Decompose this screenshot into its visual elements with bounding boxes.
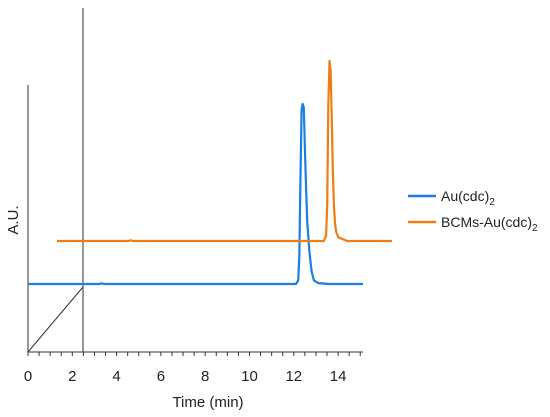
x-tick-label: 12: [285, 368, 302, 385]
legend-label-series-2: BCMs-Au(cdc)2: [441, 214, 538, 234]
series-layer: [28, 59, 392, 286]
x-tick-label: 4: [112, 368, 120, 385]
depth-axis-line: [27, 286, 84, 353]
x-axis-title: Time (min): [172, 394, 243, 411]
x-tick-label: 6: [157, 368, 165, 385]
x-tick-label: 8: [201, 368, 209, 385]
x-tick-label: 2: [68, 368, 76, 385]
x-tick-label: 0: [24, 368, 32, 385]
x-axis-tick-labels: 0 2 4 6 8 10 12 14: [24, 368, 347, 385]
x-tick-label: 10: [241, 368, 258, 385]
x-axis-minor-ticks: [27, 352, 361, 356]
x-tick-label: 14: [330, 368, 347, 385]
y-axis-title: A.U.: [5, 205, 22, 234]
series-line-2: [57, 59, 392, 243]
series-line-1: [28, 102, 363, 286]
legend-label-series-1: Au(cdc)2: [441, 188, 495, 208]
legend: Au(cdc)2 BCMs-Au(cdc)2: [408, 188, 538, 234]
